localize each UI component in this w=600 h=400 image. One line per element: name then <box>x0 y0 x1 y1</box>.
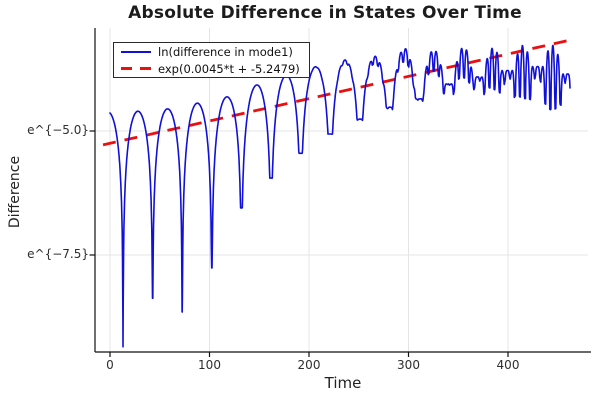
y-tick-label: e^{−5.0} <box>27 123 89 137</box>
chart-title: Absolute Difference in States Over Time <box>128 3 522 23</box>
x-tick-label: 300 <box>397 358 420 372</box>
legend-label-fit: exp(0.0045*t + -5.2479) <box>158 61 300 76</box>
data-series-line <box>109 44 571 348</box>
legend-entry-data: ln(difference in mode1) <box>114 44 309 60</box>
y-tick-label: e^{−7.5} <box>27 247 89 261</box>
x-tick-label: 400 <box>496 358 520 372</box>
fit-line <box>102 37 574 147</box>
legend-line-sample-blue <box>121 50 151 53</box>
x-tick-label: 100 <box>198 358 221 372</box>
x-axis-title: Time <box>324 374 362 392</box>
y-axis-title: Difference <box>7 155 23 229</box>
legend: ln(difference in mode1) exp(0.0045*t + -… <box>113 42 310 78</box>
legend-line-sample-red <box>121 67 151 70</box>
legend-label-data: ln(difference in mode1) <box>158 44 293 59</box>
legend-entry-fit: exp(0.0045*t + -5.2479) <box>114 61 309 77</box>
x-tick-label: 200 <box>297 358 321 372</box>
x-tick-label: 0 <box>106 358 114 372</box>
